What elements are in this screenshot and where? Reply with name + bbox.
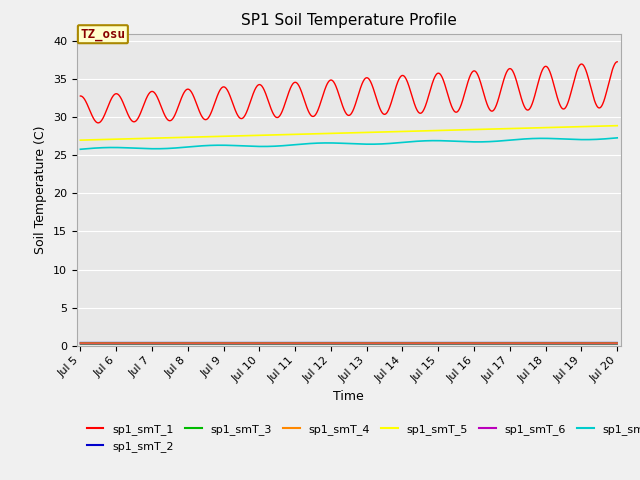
X-axis label: Time: Time (333, 390, 364, 403)
Legend: sp1_smT_1, sp1_smT_2, sp1_smT_3, sp1_smT_4, sp1_smT_5, sp1_smT_6, sp1_smT_7: sp1_smT_1, sp1_smT_2, sp1_smT_3, sp1_smT… (83, 420, 640, 456)
sp1_smT_3 (196, 341, 204, 347)
sp1_smT_4 (432, 340, 440, 346)
Line: sp1_smT_1: sp1_smT_1 (81, 62, 617, 123)
sp1_smT_2 (550, 340, 557, 346)
sp1_smT_7 (613, 135, 621, 141)
sp1_smT_2 (77, 340, 84, 346)
sp1_smT_7 (183, 144, 191, 150)
sp1_smT_3 (77, 341, 84, 347)
sp1_smT_3 (256, 341, 264, 347)
sp1_smT_4 (502, 340, 510, 346)
sp1_smT_3 (183, 341, 191, 347)
sp1_smT_1 (613, 59, 621, 65)
Line: sp1_smT_5: sp1_smT_5 (81, 126, 617, 140)
sp1_smT_6 (256, 341, 264, 347)
sp1_smT_2 (432, 340, 440, 346)
sp1_smT_2 (256, 340, 264, 346)
sp1_smT_4 (183, 340, 191, 346)
sp1_smT_3 (613, 341, 621, 347)
sp1_smT_6 (613, 341, 621, 347)
sp1_smT_7 (196, 143, 204, 149)
sp1_smT_3 (550, 341, 557, 347)
sp1_smT_1 (502, 70, 510, 75)
sp1_smT_7 (502, 138, 510, 144)
sp1_smT_1 (196, 110, 204, 116)
sp1_smT_5 (77, 137, 84, 143)
sp1_smT_7 (256, 144, 264, 149)
sp1_smT_5 (613, 123, 621, 129)
Y-axis label: Soil Temperature (C): Soil Temperature (C) (35, 125, 47, 254)
sp1_smT_3 (432, 341, 440, 347)
sp1_smT_4 (77, 340, 84, 346)
sp1_smT_4 (613, 340, 621, 346)
sp1_smT_6 (77, 341, 84, 347)
sp1_smT_6 (550, 341, 557, 347)
sp1_smT_1 (433, 72, 440, 77)
sp1_smT_2 (613, 340, 621, 346)
sp1_smT_3 (502, 341, 510, 347)
sp1_smT_4 (550, 340, 557, 346)
Title: SP1 Soil Temperature Profile: SP1 Soil Temperature Profile (241, 13, 457, 28)
sp1_smT_1 (95, 120, 102, 126)
sp1_smT_2 (502, 340, 510, 346)
sp1_smT_6 (183, 341, 191, 347)
sp1_smT_5 (183, 134, 191, 140)
sp1_smT_1 (77, 93, 84, 99)
sp1_smT_6 (502, 341, 510, 347)
sp1_smT_1 (550, 82, 557, 87)
sp1_smT_1 (183, 86, 191, 92)
sp1_smT_1 (257, 82, 264, 88)
sp1_smT_7 (77, 146, 84, 152)
sp1_smT_6 (196, 341, 204, 347)
sp1_smT_7 (550, 136, 557, 142)
sp1_smT_6 (432, 341, 440, 347)
sp1_smT_5 (196, 134, 204, 140)
sp1_smT_4 (196, 340, 204, 346)
sp1_smT_5 (432, 128, 440, 133)
sp1_smT_5 (550, 124, 557, 130)
Line: sp1_smT_7: sp1_smT_7 (81, 138, 617, 149)
Text: TZ_osu: TZ_osu (81, 28, 125, 41)
sp1_smT_7 (432, 138, 440, 144)
sp1_smT_2 (183, 340, 191, 346)
sp1_smT_5 (502, 126, 510, 132)
sp1_smT_4 (256, 340, 264, 346)
sp1_smT_5 (256, 132, 264, 138)
sp1_smT_2 (196, 340, 204, 346)
